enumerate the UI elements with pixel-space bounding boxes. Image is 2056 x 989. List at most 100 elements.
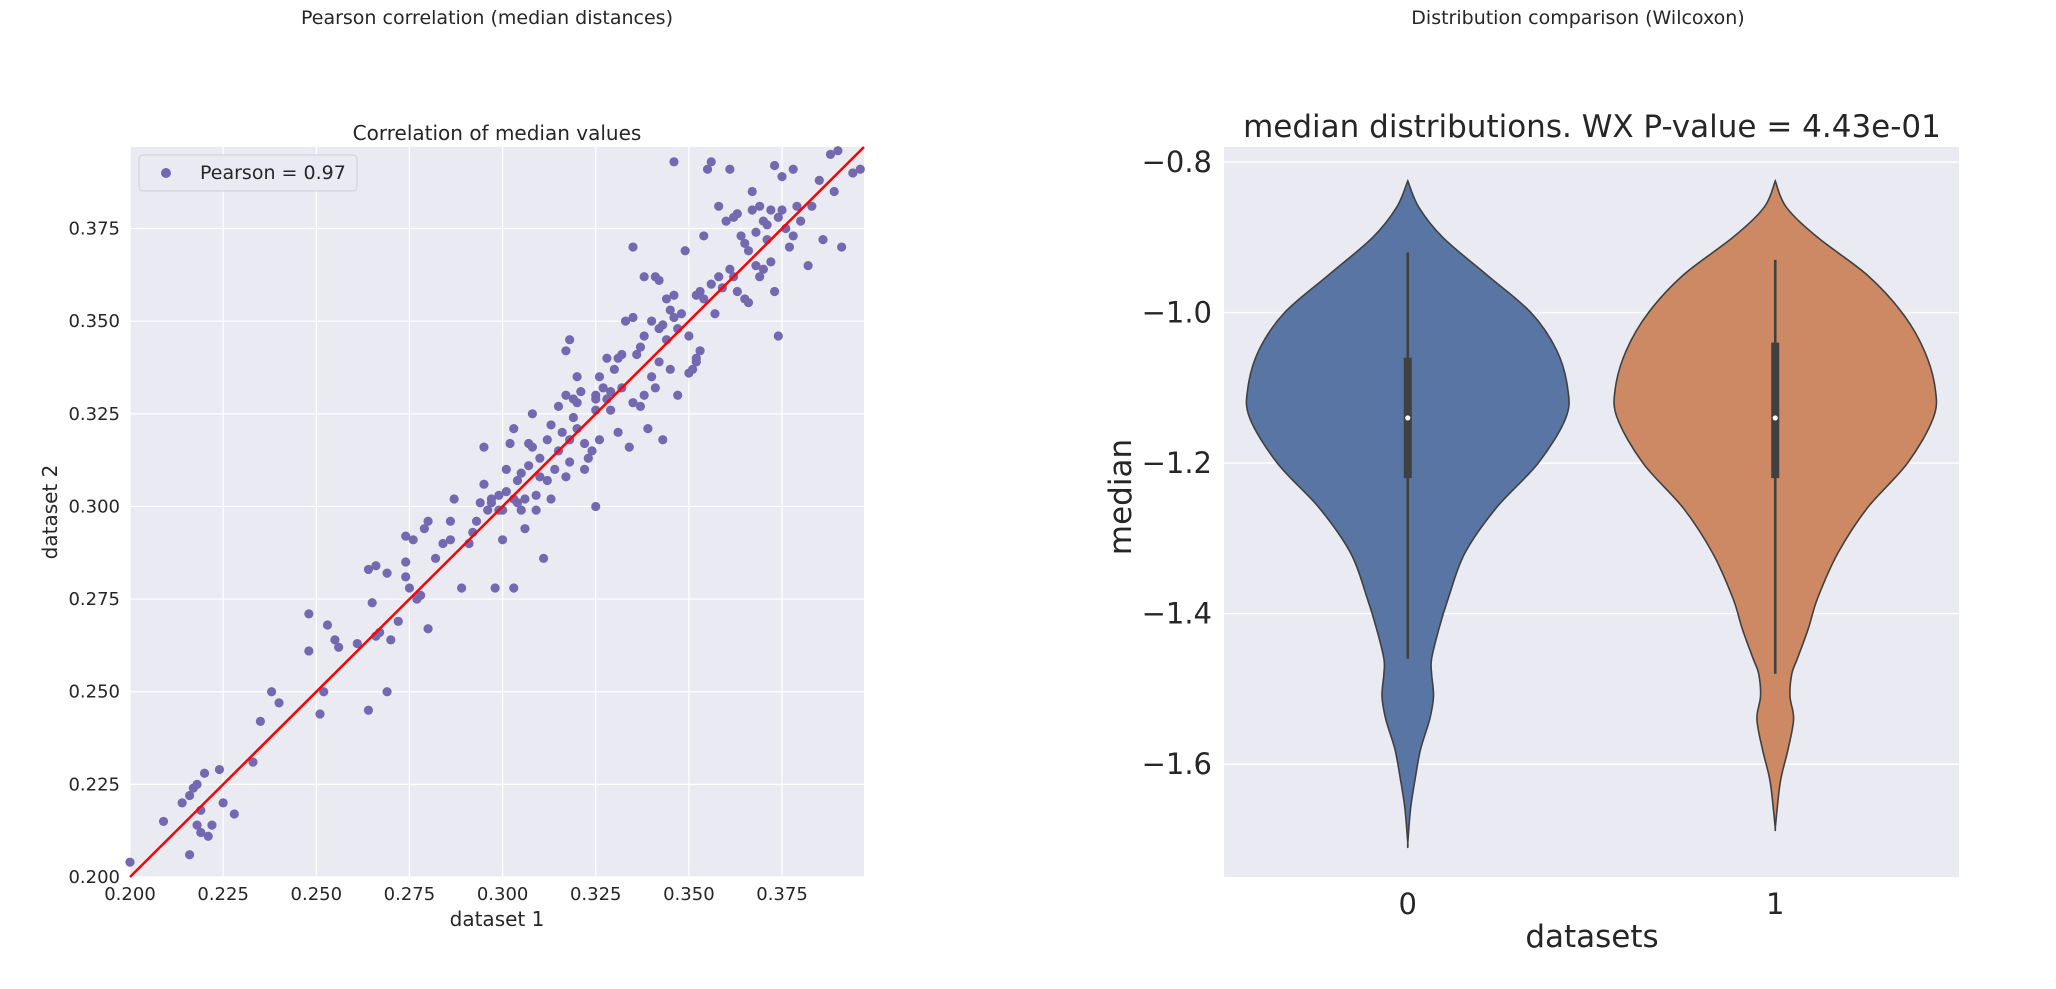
scatter-point bbox=[594, 435, 605, 445]
scatter-point bbox=[363, 564, 374, 575]
scatter-point bbox=[773, 331, 783, 341]
scatter-point bbox=[769, 286, 780, 297]
x-tick-label: 0.350 bbox=[663, 884, 715, 905]
scatter-point bbox=[762, 220, 772, 230]
scatter-point bbox=[725, 164, 735, 174]
scatter-point bbox=[203, 831, 213, 841]
scatter-point bbox=[766, 257, 776, 267]
scatter-point bbox=[680, 246, 690, 256]
scatter-y-ticks: 0.200 0.225 0.250 0.275 0.300 0.325 0.350 0.375 bbox=[68, 219, 120, 888]
scatter-point bbox=[602, 353, 612, 363]
scatter-point bbox=[784, 242, 795, 252]
scatter-point bbox=[606, 386, 616, 397]
scatter-point bbox=[423, 624, 433, 634]
fit-line bbox=[129, 146, 865, 878]
scatter-point bbox=[445, 535, 456, 545]
scatter-point bbox=[591, 501, 601, 512]
scatter-point bbox=[509, 424, 519, 434]
scatter-point bbox=[393, 616, 403, 626]
violin-x-label: datasets bbox=[1525, 919, 1658, 955]
scatter-point bbox=[818, 235, 828, 245]
scatter-point bbox=[773, 212, 783, 223]
scatter-point bbox=[401, 572, 411, 582]
scatter-grid bbox=[129, 147, 864, 878]
right-figure-title: Distribution comparison (Wilcoxon) bbox=[1411, 7, 1744, 29]
scatter-point bbox=[229, 809, 239, 819]
legend-box bbox=[138, 154, 358, 192]
violin-x-tick-label: 1 bbox=[1766, 887, 1784, 921]
scatter-point bbox=[613, 427, 623, 437]
scatter-x-ticks: 0.200 0.225 0.250 0.275 0.300 0.325 0.350 0.375 bbox=[104, 884, 808, 905]
scatter-point bbox=[669, 290, 679, 300]
y-tick-label: 0.350 bbox=[68, 311, 120, 332]
scatter-point bbox=[766, 205, 776, 215]
scatter-point bbox=[401, 531, 411, 541]
scatter-point bbox=[322, 620, 333, 630]
scatter-point bbox=[837, 242, 847, 252]
scatter-point bbox=[855, 164, 865, 174]
scatter-point bbox=[546, 420, 556, 430]
scatter-point bbox=[486, 494, 497, 504]
scatter-point bbox=[732, 286, 742, 297]
x-tick-label: 0.375 bbox=[756, 884, 808, 905]
x-tick-label: 0.225 bbox=[197, 884, 249, 905]
scatter-point bbox=[401, 557, 411, 567]
scatter-point bbox=[535, 453, 545, 463]
x-tick-label: 0.250 bbox=[291, 884, 343, 905]
scatter-point bbox=[490, 583, 500, 593]
scatter-point bbox=[565, 457, 575, 467]
scatter-point bbox=[848, 168, 858, 178]
scatter-point bbox=[647, 372, 657, 382]
scatter-point bbox=[769, 160, 780, 171]
scatter-point bbox=[732, 209, 742, 219]
scatter-point bbox=[527, 442, 537, 452]
scatter-point bbox=[777, 205, 787, 215]
scatter-point bbox=[661, 294, 672, 304]
scatter-point bbox=[647, 316, 657, 326]
x-tick-label: 0.300 bbox=[477, 884, 529, 905]
scatter-point bbox=[583, 453, 593, 463]
scatter-point bbox=[609, 364, 619, 374]
scatter-point bbox=[315, 709, 325, 719]
violin-bodies bbox=[1245, 178, 1938, 849]
y-tick-label: 0.200 bbox=[68, 867, 120, 888]
scatter-point bbox=[196, 827, 206, 838]
scatter-point bbox=[304, 609, 314, 619]
scatter-point bbox=[382, 687, 392, 697]
scatter-point bbox=[509, 583, 519, 593]
scatter-point bbox=[714, 272, 724, 282]
scatter-point bbox=[695, 286, 705, 297]
scatter-point bbox=[736, 231, 746, 241]
scatter-point bbox=[438, 538, 448, 549]
scatter-point bbox=[430, 553, 441, 563]
scatter-point bbox=[706, 279, 716, 289]
scatter-point bbox=[501, 487, 511, 497]
scatter-point bbox=[475, 498, 485, 508]
scatter-point bbox=[457, 583, 467, 593]
scatter-point bbox=[606, 405, 616, 415]
scatter-point bbox=[617, 349, 627, 360]
scatter-point bbox=[632, 349, 642, 360]
scatter-point bbox=[740, 238, 750, 248]
scatter-point bbox=[814, 175, 824, 185]
scatter-point bbox=[576, 386, 586, 397]
scatter-point bbox=[695, 346, 705, 356]
violin-x-tick-label: 0 bbox=[1399, 887, 1417, 921]
scatter-point bbox=[516, 505, 526, 515]
left-figure-title: Pearson correlation (median distances) bbox=[301, 7, 673, 29]
legend-label: Pearson = 0.97 bbox=[200, 162, 346, 184]
scatter-point bbox=[568, 412, 578, 423]
scatter-point bbox=[371, 561, 381, 571]
scatter-point bbox=[721, 216, 731, 226]
scatter-point bbox=[628, 242, 638, 252]
scatter-point bbox=[214, 764, 225, 775]
scatter-point bbox=[557, 427, 567, 437]
violin-y-tick-label: −1.0 bbox=[1142, 296, 1212, 330]
scatter-point bbox=[199, 768, 210, 778]
violin-y-label: median bbox=[1103, 439, 1139, 555]
scatter-point bbox=[177, 798, 187, 808]
x-tick-label: 0.200 bbox=[104, 884, 156, 905]
scatter-point bbox=[591, 390, 601, 400]
